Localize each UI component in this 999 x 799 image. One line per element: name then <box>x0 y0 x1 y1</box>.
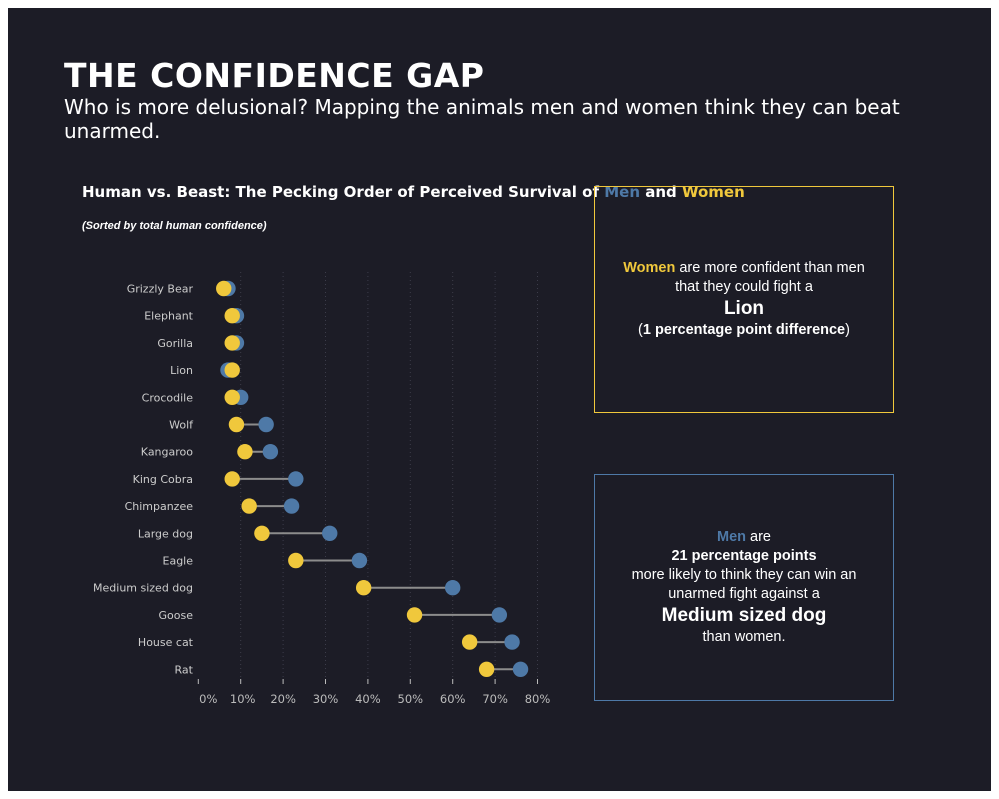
y-category-label: Rat <box>175 663 194 676</box>
callout-text: ) <box>845 322 850 338</box>
men-dot <box>258 416 274 433</box>
men-dot <box>445 580 461 596</box>
x-tick-label: 80% <box>525 692 551 706</box>
women-dot <box>224 471 240 487</box>
men-dot <box>351 552 368 569</box>
women-dot <box>254 525 270 541</box>
callout-text: ( <box>638 322 643 338</box>
x-tick-label: 50% <box>398 692 424 706</box>
page-title: THE CONFIDENCE GAP <box>64 56 485 95</box>
women-dot <box>224 308 240 324</box>
callout-text: are more confident than men <box>675 260 865 276</box>
callout-difference: 21 percentage points <box>671 548 817 564</box>
legend-men: Men <box>604 183 640 201</box>
y-category-label: Wolf <box>169 419 194 432</box>
x-tick-label: 70% <box>482 692 508 706</box>
women-dot <box>224 335 240 351</box>
men-dot <box>322 525 338 541</box>
chart-title-part: Human vs. Beast: The Pecking Order of Pe… <box>82 183 605 201</box>
callout-text: more likely to think they can win an <box>631 567 857 583</box>
men-dot <box>512 661 529 677</box>
y-category-label: House cat <box>138 636 194 649</box>
x-tick-label: 40% <box>355 692 381 706</box>
x-tick-label: 0% <box>199 692 217 706</box>
callout-text: unarmed fight against a <box>668 586 820 602</box>
y-category-label: Eagle <box>163 555 194 568</box>
chart-title: Human vs. Beast: The Pecking Order of Pe… <box>82 182 745 202</box>
dashboard-background <box>8 8 991 791</box>
men-dot <box>491 607 508 623</box>
callout-difference: 1 percentage point difference <box>642 322 846 338</box>
women-dot <box>355 580 372 596</box>
women-dot <box>228 416 245 433</box>
x-tick-label: 10% <box>230 692 256 706</box>
callout-men: Men are 21 percentage points more likely… <box>594 474 894 701</box>
legend-women: Women <box>681 183 745 201</box>
callout-text: are <box>746 529 771 545</box>
y-category-label: Kangaroo <box>141 446 193 459</box>
women-dot <box>241 498 257 514</box>
chart-note: (Sorted by total human confidence) <box>82 220 267 232</box>
y-category-label: Chimpanzee <box>125 500 194 513</box>
callout-animal: Lion <box>723 298 765 319</box>
callout-text: than women. <box>702 629 786 645</box>
x-tick-label: 60% <box>440 692 466 706</box>
chart-title-part: and <box>640 183 682 201</box>
y-category-label: Gorilla <box>157 337 193 350</box>
women-dot <box>461 634 478 650</box>
women-dot <box>237 444 253 460</box>
y-category-label: Goose <box>159 609 194 622</box>
x-tick-label: 30% <box>313 692 339 706</box>
y-category-label: Crocodile <box>142 391 194 404</box>
callout-men-label: Men <box>717 529 746 545</box>
women-dot <box>478 661 495 677</box>
men-dot <box>262 444 279 460</box>
women-dot <box>216 280 232 297</box>
callout-animal: Medium sized dog <box>661 605 827 626</box>
y-category-label: Large dog <box>138 527 193 540</box>
y-category-label: Medium sized dog <box>93 582 193 595</box>
callout-women: Women are more confident than men that t… <box>594 186 894 413</box>
women-dot <box>224 389 240 405</box>
page-subtitle: Who is more delusional? Mapping the anim… <box>64 95 900 143</box>
x-tick-label: 20% <box>270 692 296 706</box>
callout-text: that they could fight a <box>675 279 813 295</box>
callout-women-label: Women <box>623 260 676 276</box>
women-dot <box>288 552 304 569</box>
y-category-label: King Cobra <box>133 473 193 486</box>
men-dot <box>504 634 520 650</box>
men-dot <box>283 498 300 514</box>
men-dot <box>288 471 304 487</box>
y-category-label: Grizzly Bear <box>127 283 194 296</box>
y-category-label: Lion <box>170 364 193 377</box>
women-dot <box>224 362 240 378</box>
women-dot <box>406 607 423 623</box>
y-category-label: Elephant <box>144 310 193 323</box>
